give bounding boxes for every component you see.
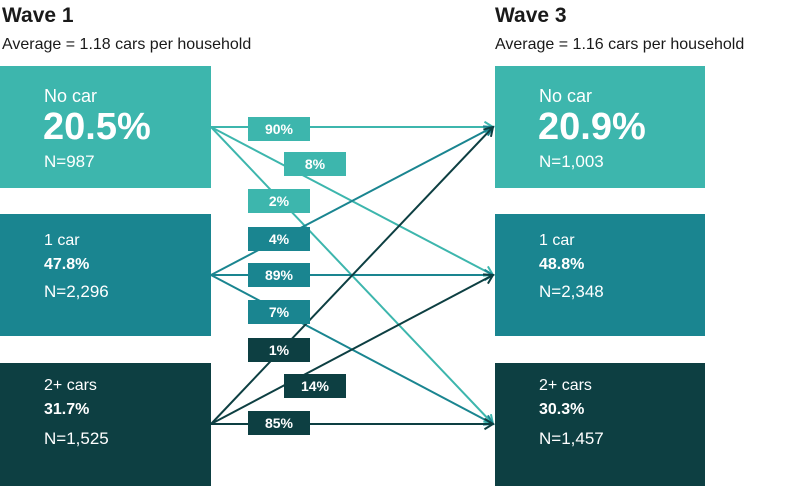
transition-label-no-to-two: 2%: [248, 189, 310, 213]
wave1-title: Wave 1: [2, 4, 74, 27]
flow-arrowhead-6: [483, 125, 495, 137]
wave1-no-car-label: No car: [44, 86, 98, 106]
wave3-two-plus-box: 2+ cars 30.3% N=1,457: [495, 363, 705, 486]
wave1-two-plus-n: N=1,525: [44, 429, 109, 448]
wave3-title: Wave 3: [495, 4, 567, 27]
transition-label-one-to-no: 4%: [248, 227, 310, 251]
wave1-two-plus-percent: 31.7%: [44, 401, 90, 418]
transition-label-two-to-no: 1%: [248, 338, 310, 362]
wave3-no-car-percent: 20.9%: [538, 106, 646, 148]
wave3-two-plus-n: N=1,457: [539, 429, 604, 448]
transition-label-no-to-no: 90%: [248, 117, 310, 141]
wave1-one-car-n: N=2,296: [44, 282, 109, 301]
wave3-one-car-n: N=2,348: [539, 282, 604, 301]
flow-arrowhead-7: [482, 273, 495, 285]
transition-label-two-to-two: 85%: [248, 411, 310, 435]
wave1-two-plus-box: 2+ cars 31.7% N=1,525: [0, 363, 211, 486]
flow-line-7: [210, 274, 494, 425]
wave3-one-car-box: 1 car 48.8% N=2,348: [495, 214, 705, 336]
wave1-no-car-box: No car 20.5% N=987: [0, 66, 211, 188]
wave3-two-plus-label: 2+ cars: [539, 377, 592, 394]
wave1-one-car-box: 1 car 47.8% N=2,296: [0, 214, 211, 336]
wave1-one-car-label: 1 car: [44, 232, 80, 249]
transition-label-one-to-two: 7%: [248, 300, 310, 324]
wave1-two-plus-label: 2+ cars: [44, 377, 97, 394]
wave1-no-car-percent: 20.5%: [43, 106, 151, 148]
wave3-one-car-label: 1 car: [539, 232, 575, 249]
wave3-subtitle: Average = 1.16 cars per household: [495, 36, 745, 53]
wave3-no-car-n: N=1,003: [539, 152, 604, 171]
wave1-subtitle: Average = 1.18 cars per household: [2, 36, 252, 53]
transition-label-two-to-one: 14%: [284, 374, 346, 398]
wave3-two-plus-percent: 30.3%: [539, 401, 585, 418]
wave1-no-car-n: N=987: [44, 152, 95, 171]
flow-line-6: [210, 126, 494, 425]
wave3-no-car-label: No car: [539, 86, 593, 106]
wave1-one-car-percent: 47.8%: [44, 256, 90, 273]
wave3-one-car-percent: 48.8%: [539, 256, 585, 273]
transition-label-no-to-one: 8%: [284, 152, 346, 176]
wave3-no-car-box: No car 20.9% N=1,003: [495, 66, 705, 188]
transition-label-one-to-one: 89%: [248, 263, 310, 287]
flow-arrowhead-8: [483, 417, 495, 431]
